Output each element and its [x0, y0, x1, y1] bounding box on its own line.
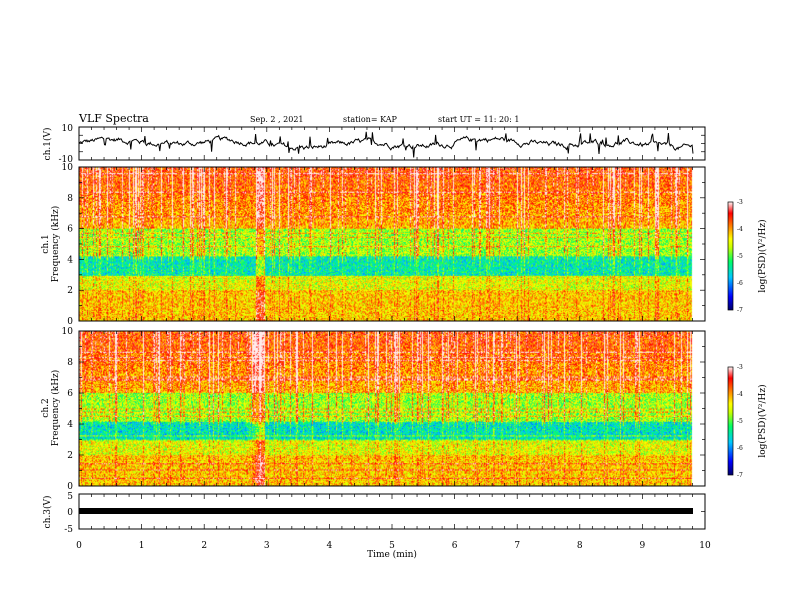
colorbar-tick-label: -4: [737, 226, 743, 233]
header-date: Sep. 2 , 2021: [250, 115, 304, 124]
colorbar-tick-label: -3: [737, 364, 743, 371]
header-start-ut: start UT = 11: 20: 1: [438, 115, 519, 124]
ch2-spectrogram-panel: 0 2 4 6 8 10 ch.2 Frequency (kHz): [41, 327, 706, 492]
ch1-waveform-ticks: [78, 126, 706, 161]
y-tick-label: 2: [67, 286, 73, 296]
colorbar-tick-label: -7: [737, 307, 743, 314]
y-tick-label: 6: [67, 389, 73, 399]
ch1-spectrogram-ytick-labels: 0 2 4 6 8 10: [62, 163, 74, 327]
ch1-spectrogram-image: [79, 167, 705, 321]
colorbar-tick-label: -3: [737, 199, 743, 206]
ch1-colorbar-frame: [727, 201, 734, 311]
y-tick-label: 6: [67, 225, 73, 235]
x-tick-label: 0: [76, 541, 82, 551]
y-tick-label: 4: [67, 420, 73, 430]
ch2-colorbar-tick-labels: -3 -4 -5 -6 -7: [737, 364, 743, 479]
x-tick-label: 6: [452, 541, 458, 551]
ch2-colorbar-frame: [727, 366, 734, 476]
time-xtick-labels: 0 1 2 3 4 5 6 7 8 9 10: [76, 541, 711, 551]
ch1-spectrogram-panel: 0 2 4 6 8 10 ch.1 Frequency (kHz): [41, 163, 706, 327]
x-tick-label: 8: [577, 541, 583, 551]
header-station: station= KAP: [343, 115, 398, 124]
ch1-colorbar-label: log(PSD)(V²/Hz): [757, 219, 768, 292]
y-tick-label: 8: [67, 194, 73, 204]
colorbar-tick-label: -4: [737, 391, 743, 398]
ch1-wave-ytick-bottom: -10: [59, 155, 74, 165]
ch3-wave-ylabel: ch.3(V): [42, 496, 53, 529]
y-tick-label: 0: [67, 482, 73, 492]
y-tick-label: 10: [62, 163, 74, 173]
x-tick-label: 10: [699, 541, 711, 551]
ch1-colorbar: -3 -4 -5 -6 -7 log(PSD)(V²/Hz): [727, 199, 768, 314]
ch3-wave-ytick-mid: 0: [67, 508, 73, 518]
ch1-spec-ylabel-frequency: Frequency (kHz): [50, 206, 61, 283]
ch3-waveform-ticks: [78, 493, 706, 530]
ch1-spec-ylabel-channel: ch.1: [41, 234, 51, 253]
x-tick-label: 4: [327, 541, 333, 551]
ch1-colorbar-tick-labels: -3 -4 -5 -6 -7: [737, 199, 743, 314]
x-tick-label: 7: [514, 541, 520, 551]
ch1-colorbar-gradient: [728, 202, 733, 310]
ch2-spectrogram-ytick-labels: 0 2 4 6 8 10: [62, 327, 74, 492]
x-tick-label: 1: [139, 541, 145, 551]
y-tick-label: 4: [67, 255, 73, 265]
ch1-waveform-panel: 10 -10 ch.1(V): [42, 124, 706, 165]
ch1-waveform-line: [78, 131, 694, 158]
ch2-colorbar: -3 -4 -5 -6 -7 log(PSD)(V²/Hz): [727, 364, 768, 479]
x-tick-label: 3: [264, 541, 270, 551]
figure-title: VLF Spectra: [78, 112, 149, 125]
y-tick-label: 8: [67, 358, 73, 368]
colorbar-tick-label: -6: [737, 445, 743, 452]
ch3-wave-ytick-top: 5: [67, 492, 73, 502]
ch2-colorbar-gradient: [728, 367, 733, 475]
y-tick-label: 10: [62, 327, 74, 337]
colorbar-tick-label: -7: [737, 472, 743, 479]
ch1-wave-ytick-top: 10: [62, 124, 74, 134]
ch3-waveform-panel: 5 0 -5 ch.3(V) 0 1 2 3 4 5 6 7 8 9 10 Time (min): [42, 492, 711, 560]
colorbar-tick-label: -5: [737, 253, 743, 260]
y-tick-label: 0: [67, 317, 73, 327]
ch2-spectrogram-ticks: [78, 330, 706, 487]
ch1-wave-ylabel: ch.1(V): [42, 128, 53, 161]
colorbar-tick-label: -6: [737, 280, 743, 287]
x-tick-label: 9: [640, 541, 646, 551]
ch2-colorbar-label: log(PSD)(V²/Hz): [757, 384, 768, 457]
colorbar-tick-label: -5: [737, 418, 743, 425]
ch2-spec-ylabel-channel: ch.2: [41, 398, 51, 417]
ch3-wave-ytick-bottom: -5: [64, 525, 73, 535]
x-tick-label: 5: [389, 541, 395, 551]
x-tick-label: 2: [201, 541, 207, 551]
ch2-spectrogram-image: [79, 331, 705, 486]
ch2-spec-ylabel-frequency: Frequency (kHz): [50, 370, 61, 447]
ch3-waveform-trace: [79, 508, 693, 514]
y-tick-label: 2: [67, 451, 73, 461]
time-xlabel: Time (min): [367, 549, 417, 560]
ch1-spectrogram-ticks: [78, 166, 706, 322]
